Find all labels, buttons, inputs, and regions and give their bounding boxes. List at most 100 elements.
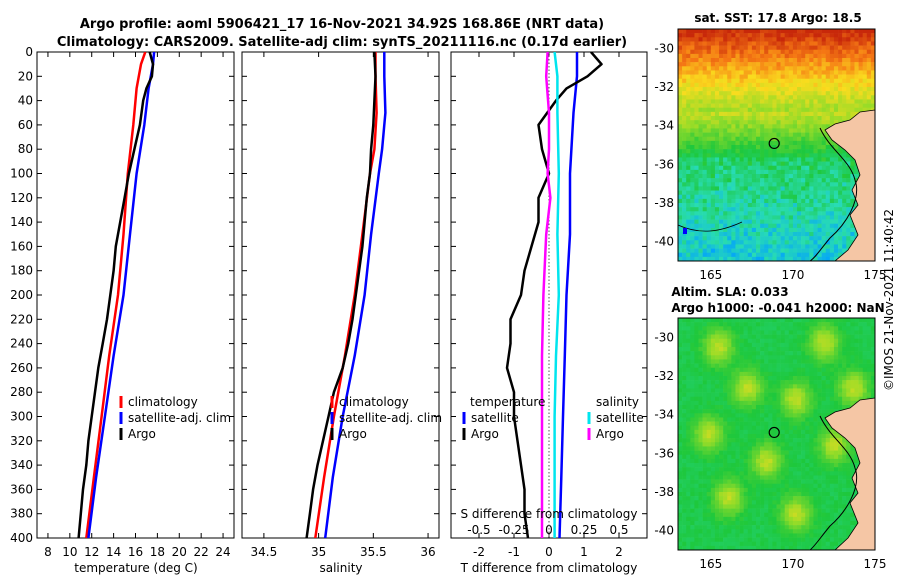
map-cell [743,182,749,187]
map-cell [743,149,749,154]
map-cell [678,232,683,237]
map-cell [817,58,822,63]
map-cell [739,529,744,534]
map-cell [714,417,720,422]
map-cell [739,207,744,212]
map-cell [784,140,790,146]
map-cell [714,512,720,518]
map-cell [723,99,728,104]
map-cell [731,165,736,171]
map-cell [817,454,822,460]
map-cell [854,82,859,88]
map-cell [760,227,765,233]
map-cell [760,41,765,46]
map-cell [723,111,728,117]
map-cell [850,37,855,42]
map-cell [846,29,851,34]
map-cell [678,37,683,42]
map-cell [735,347,740,352]
map-cell [788,66,794,71]
map-cell [710,207,716,212]
map-cell [686,467,691,472]
map-cell [792,322,798,327]
map-cell [805,330,810,335]
map-cell [809,533,814,538]
map-cell [809,371,814,377]
map-cell [870,62,875,67]
map-cell [751,471,757,476]
map-cell [829,49,835,55]
map-cell [768,326,773,331]
map-cell [846,91,851,96]
map-cell [764,169,769,175]
map-cell [678,516,683,522]
map-cell [821,232,827,237]
map-cell [723,322,728,327]
map-cell [678,174,683,179]
map-cell [755,103,761,109]
map-cell [694,483,699,489]
map-cell [723,450,728,456]
map-cell [776,330,781,335]
map-cell [809,429,814,435]
map-cell [764,318,769,323]
map-cell [755,475,761,480]
map-cell [764,111,769,117]
map-cell [788,169,794,175]
map-cell [743,66,749,71]
map-cell [821,136,827,142]
map-cell [739,145,744,150]
map-cell [723,194,728,200]
map-cell [792,128,798,133]
map-cell [747,99,753,104]
map-cell [755,215,761,220]
map-cell [751,66,757,71]
map-cell [817,467,822,472]
map-cell [821,363,827,369]
map-cell [686,87,691,92]
map-cell [731,41,736,46]
map-cell [797,215,802,220]
map-cell [776,537,781,543]
difference-xtick-label: 1 [580,545,588,559]
map-cell [743,450,749,456]
legend-label-argo: Argo [128,427,156,441]
map-cell [735,74,740,80]
map-cell [833,153,839,158]
map-cell [714,363,720,369]
map-cell [805,446,810,451]
map-cell [776,413,781,418]
map-cell [755,446,761,451]
map-cell [825,111,831,117]
map-cell [710,194,716,200]
map-cell [850,49,855,55]
map-cell [764,347,769,352]
map-cell [678,537,683,543]
map-cell [801,454,806,460]
map-cell [731,78,736,84]
map-cell [694,107,699,113]
map-cell [805,521,810,526]
map-cell [698,124,703,129]
map-cell [833,66,839,71]
map-cell [755,342,761,348]
map-cell [727,58,732,63]
map-cell [813,232,818,237]
map-cell [805,153,810,158]
map-cell [801,525,806,530]
map-cell [780,111,785,117]
map-cell [694,529,699,534]
map-cell [833,194,839,200]
map-cell [760,99,765,104]
map-cell [755,236,761,241]
map-cell [813,207,818,212]
map-cell [829,174,835,179]
map-cell [755,74,761,80]
map-cell [731,467,736,472]
map-cell [760,82,765,88]
map-cell [797,66,802,71]
map-cell [694,454,699,460]
map-cell [797,405,802,410]
map-cell [755,227,761,233]
map-cell [780,219,785,225]
